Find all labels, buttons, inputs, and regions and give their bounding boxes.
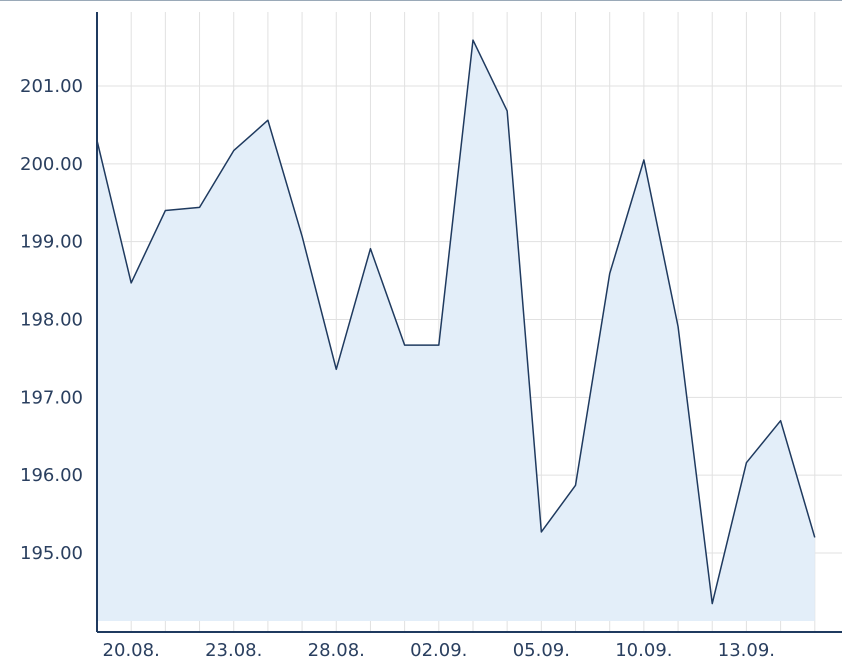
x-tick-label: 10.09.	[615, 640, 672, 661]
area-layer	[96, 38, 817, 622]
data-point	[403, 343, 407, 347]
label-layer: 195.00 196.00 197.00 198.00 199.00 200.00 201.…	[20, 76, 775, 661]
x-tick-label: 20.08.	[103, 640, 160, 661]
data-point	[539, 530, 543, 534]
data-point	[232, 149, 236, 153]
data-point	[710, 602, 714, 606]
y-tick-label: 198.00	[20, 310, 83, 331]
data-point	[744, 461, 748, 465]
data-point	[471, 38, 475, 42]
y-tick-label: 197.00	[20, 387, 83, 408]
x-tick-label: 02.09.	[410, 640, 467, 661]
data-point	[779, 419, 783, 423]
data-point	[437, 343, 441, 347]
data-point	[266, 118, 270, 122]
data-point	[505, 109, 509, 113]
y-tick-label: 195.00	[20, 543, 83, 564]
x-tick-label: 28.08.	[308, 640, 365, 661]
series-area	[97, 40, 815, 622]
data-point	[368, 247, 372, 251]
data-point	[334, 367, 338, 371]
y-tick-label: 196.00	[20, 465, 83, 486]
data-point	[642, 158, 646, 162]
series-line	[96, 39, 816, 605]
x-tick-label: 13.09.	[718, 640, 775, 661]
y-tick-label: 200.00	[20, 154, 83, 175]
data-point	[608, 272, 612, 276]
y-tick-label: 199.00	[20, 232, 83, 253]
data-point	[574, 483, 578, 487]
data-point	[676, 325, 680, 329]
x-tick-label: 23.08.	[205, 640, 262, 661]
data-point	[129, 281, 133, 285]
x-tick-label: 05.09.	[513, 640, 570, 661]
y-tick-label: 201.00	[20, 76, 83, 97]
data-point	[163, 209, 167, 213]
data-point	[813, 535, 817, 539]
axis-layer	[0, 0, 842, 633]
data-point	[198, 205, 202, 209]
data-point	[300, 234, 304, 238]
